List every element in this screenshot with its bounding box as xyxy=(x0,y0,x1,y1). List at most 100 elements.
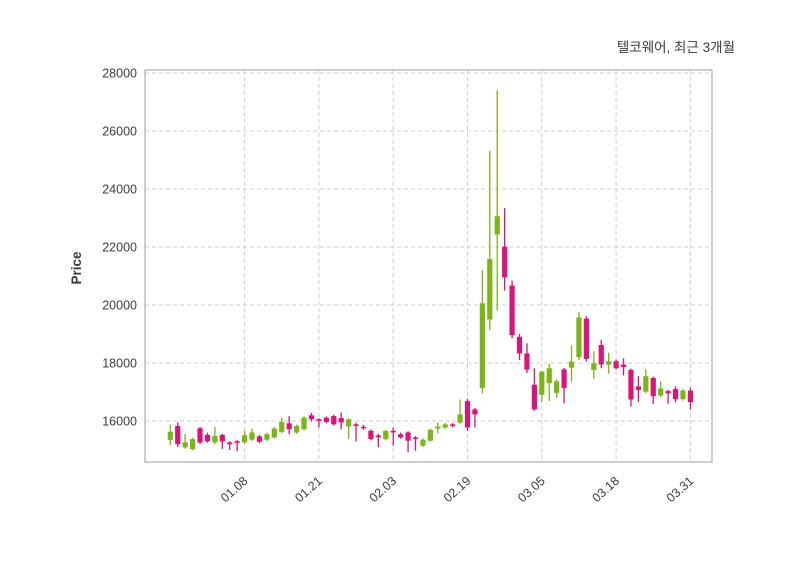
candle-down xyxy=(450,423,456,428)
candle-body xyxy=(175,425,181,445)
candle-up xyxy=(242,430,248,444)
candle-down xyxy=(256,434,263,444)
candle-body xyxy=(628,369,634,400)
candle-up xyxy=(427,428,433,442)
candle-body xyxy=(308,415,315,420)
candle-down xyxy=(219,433,225,450)
candle-body xyxy=(561,369,567,388)
candle-down xyxy=(687,387,693,410)
candle-down xyxy=(234,439,240,452)
candle-up xyxy=(435,422,441,434)
candle-down xyxy=(398,432,404,439)
candle-down xyxy=(197,426,203,445)
candle-up xyxy=(182,434,188,449)
candle-up xyxy=(554,379,560,398)
candle-down xyxy=(308,412,315,422)
x-tick-label: 01.08 xyxy=(218,474,251,505)
candle-body xyxy=(412,437,419,440)
candle-body xyxy=(531,384,537,410)
candle-body xyxy=(398,434,404,438)
candle-body xyxy=(650,377,656,397)
candle-down xyxy=(204,432,211,443)
candle-down xyxy=(323,416,329,424)
candle-down xyxy=(390,427,396,446)
candle-down xyxy=(561,367,567,404)
candle-body xyxy=(167,431,173,440)
grid-layer xyxy=(145,70,712,462)
candle-body xyxy=(457,414,463,423)
candle-down xyxy=(628,368,634,407)
candle-down xyxy=(368,429,374,441)
candle-body xyxy=(524,353,530,370)
x-tick-label: 02.19 xyxy=(441,474,474,505)
candle-down xyxy=(672,386,679,403)
candle-up xyxy=(606,352,612,374)
candle-body xyxy=(271,428,277,438)
candle-up xyxy=(271,426,277,439)
candle-body xyxy=(182,442,188,448)
candle-up xyxy=(212,426,218,445)
candle-body xyxy=(375,435,381,438)
candle-up xyxy=(591,351,597,379)
candle-up xyxy=(279,417,285,434)
candle-up xyxy=(383,429,389,441)
candle-body xyxy=(643,376,649,392)
x-tick-label: 03.18 xyxy=(589,474,622,505)
candle-up xyxy=(539,370,545,402)
candle-body xyxy=(687,390,693,403)
candle-body xyxy=(383,430,389,440)
candle-up xyxy=(568,345,575,382)
candle-body xyxy=(658,388,664,396)
candle-body xyxy=(212,435,218,443)
candle-up xyxy=(546,363,552,401)
candles-layer xyxy=(167,90,693,453)
candle-body xyxy=(294,425,300,433)
candle-down xyxy=(227,441,233,450)
candle-down xyxy=(516,333,523,361)
candle-body xyxy=(286,423,292,430)
candle-body xyxy=(353,424,359,426)
candle-body xyxy=(487,259,493,320)
candle-body xyxy=(323,417,329,423)
y-tick-label: 26000 xyxy=(102,124,137,138)
y-tick-label: 18000 xyxy=(102,356,137,370)
candle-body xyxy=(197,428,203,443)
candle-up xyxy=(189,437,196,451)
candle-down xyxy=(375,434,381,448)
candle-body xyxy=(435,426,441,429)
chart-title: 텔코웨어, 최근 3개월 xyxy=(617,40,735,55)
candle-body xyxy=(502,246,508,278)
y-tick-label: 24000 xyxy=(102,182,137,196)
candle-body xyxy=(672,389,679,400)
candle-up xyxy=(294,424,300,434)
candle-body xyxy=(539,371,545,395)
candle-body xyxy=(256,436,263,442)
candle-down xyxy=(412,436,419,451)
candle-down xyxy=(583,316,589,362)
candle-up xyxy=(643,369,649,394)
candle-body xyxy=(598,345,604,365)
candle-up xyxy=(479,270,485,394)
candle-body xyxy=(546,368,552,384)
plot-border xyxy=(144,69,713,463)
candle-body xyxy=(464,401,471,428)
candle-body xyxy=(479,303,485,388)
candle-body xyxy=(405,432,411,441)
candle-up xyxy=(249,428,255,442)
candle-up xyxy=(167,424,173,446)
candle-body xyxy=(427,429,433,441)
candle-body xyxy=(494,216,500,235)
candle-body xyxy=(316,419,322,421)
candle-body xyxy=(509,285,515,336)
candle-body xyxy=(576,317,582,358)
candle-down xyxy=(598,339,604,369)
candle-body xyxy=(420,439,426,446)
candle-up xyxy=(494,90,500,311)
candle-body xyxy=(516,336,523,354)
candle-down xyxy=(502,208,508,291)
candle-up xyxy=(457,399,463,424)
x-tick-label: 02.03 xyxy=(367,474,400,505)
candle-down xyxy=(650,376,656,404)
